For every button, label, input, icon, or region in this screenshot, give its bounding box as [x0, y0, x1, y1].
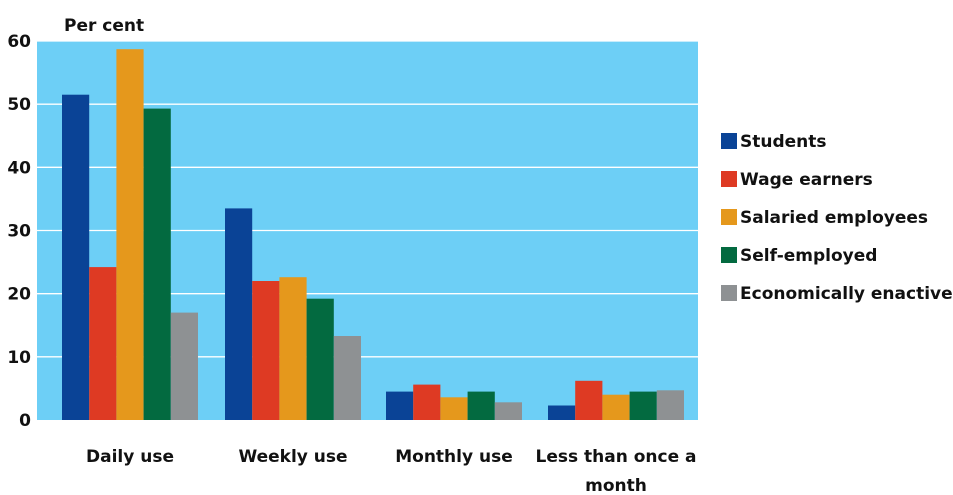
y-tick-label: 0: [19, 411, 31, 431]
y-tick-label: 30: [7, 222, 31, 242]
bar: [494, 402, 522, 420]
legend-swatch: [721, 133, 737, 149]
legend-label: Self-employed: [740, 246, 877, 266]
legend-label: Wage earners: [740, 170, 873, 190]
bar: [89, 267, 117, 420]
y-tick-label: 50: [7, 95, 31, 115]
bar: [279, 277, 307, 420]
bar: [440, 397, 468, 420]
bar: [575, 380, 603, 420]
bar: [116, 49, 144, 420]
legend-label: Salaried employees: [740, 208, 928, 228]
legend-label: Students: [740, 132, 827, 152]
legend-swatch: [721, 209, 737, 225]
bar: [225, 208, 253, 420]
legend-swatch: [721, 247, 737, 263]
bar: [629, 391, 657, 420]
bar: [413, 384, 441, 420]
bar: [143, 108, 171, 420]
x-category-label-line: Monthly use: [395, 447, 513, 467]
bar: [548, 405, 576, 420]
legend-label: Economically enactive: [740, 284, 953, 304]
y-tick-label: 20: [7, 285, 31, 305]
legend-swatch: [721, 171, 737, 187]
x-category-label-line: Daily use: [86, 447, 174, 467]
bar: [467, 391, 495, 420]
bar: [656, 390, 684, 420]
bar: [333, 336, 361, 420]
x-category-label: Less than once a month: [535, 447, 696, 495]
bar: [252, 281, 280, 420]
legend-swatch: [721, 285, 737, 301]
bar: [306, 298, 334, 420]
x-category-label-line: month: [585, 476, 647, 495]
x-category-label-line: Weekly use: [238, 447, 347, 467]
x-category-label: Monthly use: [395, 447, 513, 467]
bar: [170, 312, 198, 420]
bar: [62, 94, 90, 420]
y-tick-label: 10: [7, 348, 31, 368]
y-axis-label: Per cent: [64, 16, 144, 36]
x-category-label-line: Less than once a: [535, 447, 696, 467]
y-tick-label: 40: [7, 158, 31, 178]
y-tick-label: 60: [7, 32, 31, 52]
bar: [602, 394, 630, 420]
bar: [386, 391, 414, 420]
x-category-label: Daily use: [86, 447, 174, 467]
x-category-label: Weekly use: [238, 447, 347, 467]
